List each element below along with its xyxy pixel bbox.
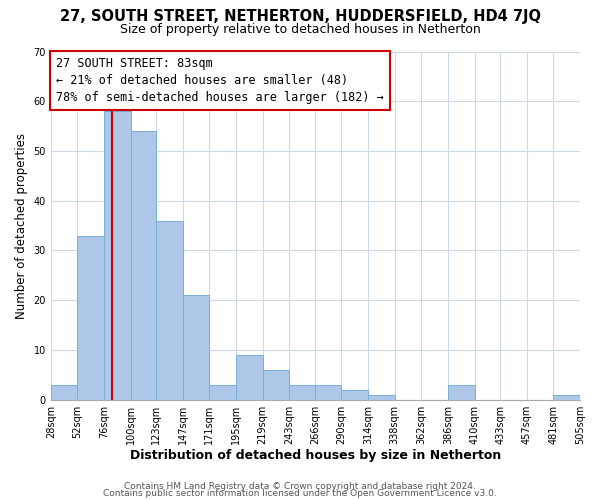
Bar bbox=[368, 394, 395, 400]
Bar bbox=[51, 385, 77, 400]
Bar bbox=[104, 111, 131, 400]
Text: 27 SOUTH STREET: 83sqm
← 21% of detached houses are smaller (48)
78% of semi-det: 27 SOUTH STREET: 83sqm ← 21% of detached… bbox=[56, 56, 384, 104]
Bar bbox=[183, 295, 209, 400]
Bar bbox=[156, 220, 183, 400]
Bar bbox=[263, 370, 289, 400]
Bar bbox=[77, 236, 104, 400]
Bar bbox=[341, 390, 368, 400]
Bar bbox=[289, 385, 315, 400]
Text: Size of property relative to detached houses in Netherton: Size of property relative to detached ho… bbox=[119, 22, 481, 36]
Bar bbox=[315, 385, 341, 400]
X-axis label: Distribution of detached houses by size in Netherton: Distribution of detached houses by size … bbox=[130, 450, 501, 462]
Text: 27, SOUTH STREET, NETHERTON, HUDDERSFIELD, HD4 7JQ: 27, SOUTH STREET, NETHERTON, HUDDERSFIEL… bbox=[59, 9, 541, 24]
Bar bbox=[131, 131, 156, 400]
Y-axis label: Number of detached properties: Number of detached properties bbox=[15, 132, 28, 318]
Bar bbox=[236, 355, 263, 400]
Bar bbox=[553, 394, 580, 400]
Text: Contains HM Land Registry data © Crown copyright and database right 2024.: Contains HM Land Registry data © Crown c… bbox=[124, 482, 476, 491]
Text: Contains public sector information licensed under the Open Government Licence v3: Contains public sector information licen… bbox=[103, 488, 497, 498]
Bar bbox=[448, 385, 475, 400]
Bar bbox=[209, 385, 236, 400]
